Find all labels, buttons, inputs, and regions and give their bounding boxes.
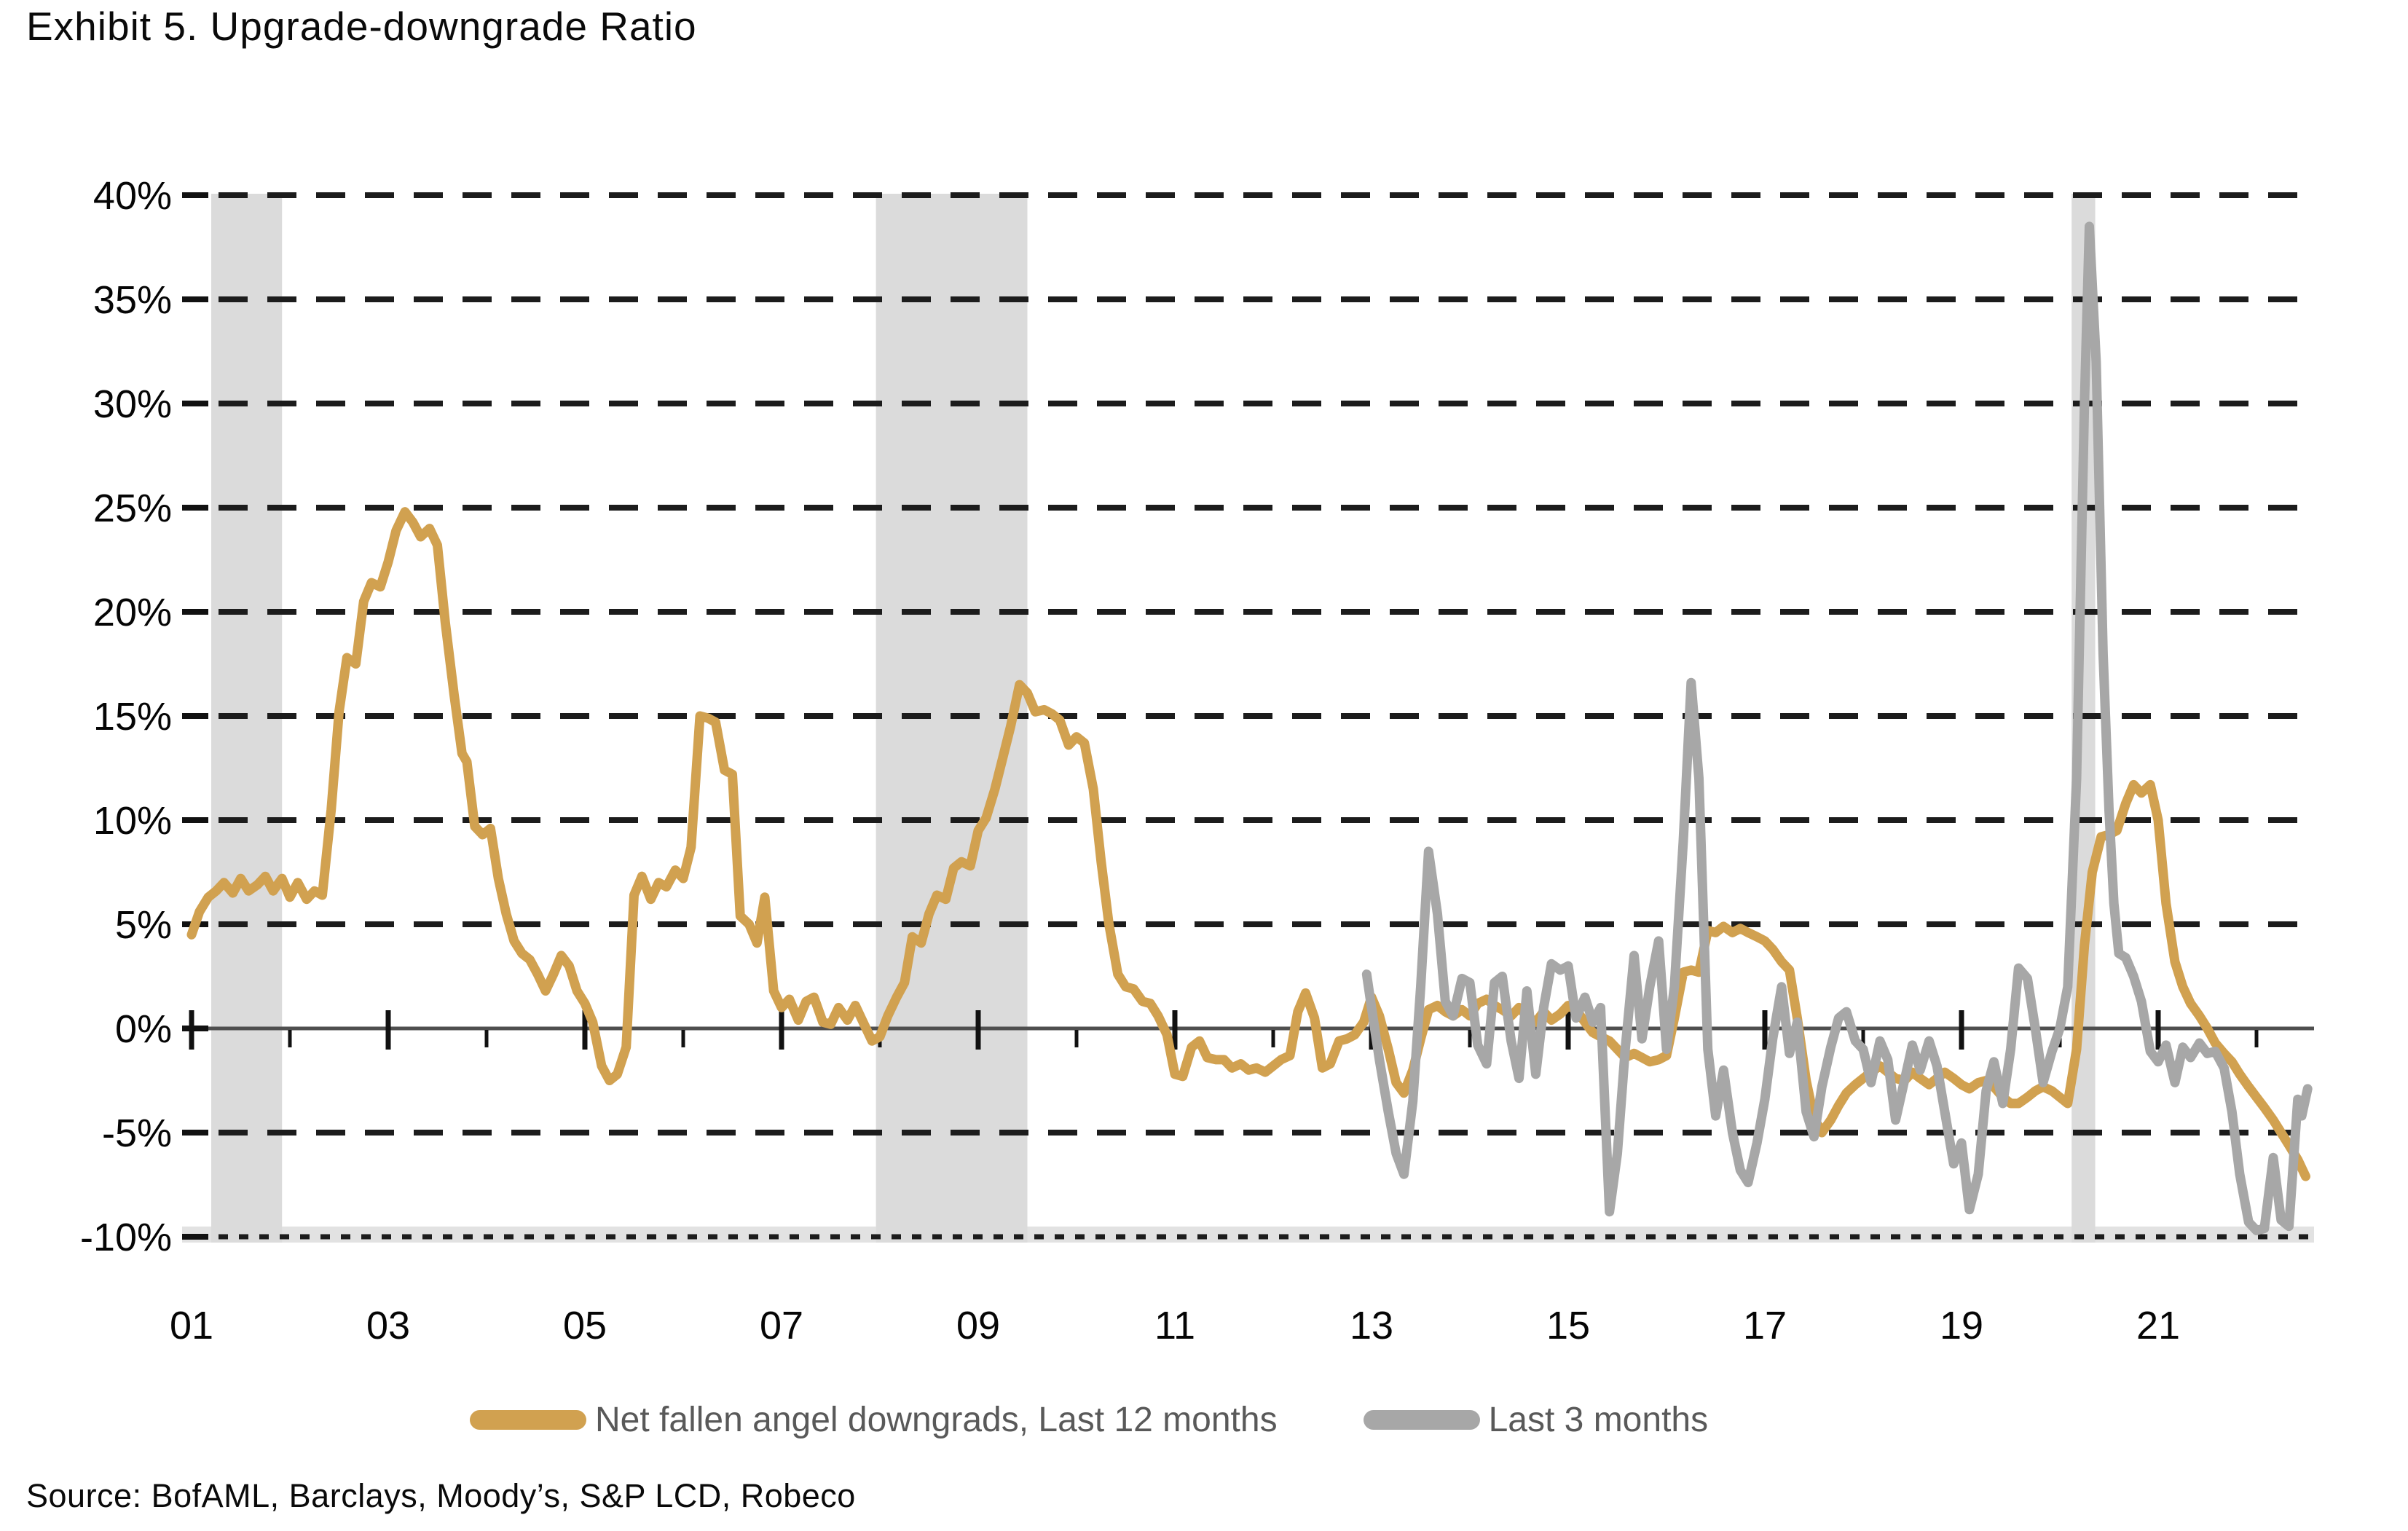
legend-swatch-gold [470, 1410, 586, 1430]
x-axis-label: 13 [1350, 1304, 1393, 1347]
x-axis-label: 19 [1940, 1304, 1983, 1347]
series-line-last-12-months [186, 507, 2310, 1181]
x-axis-label: 15 [1546, 1304, 1590, 1347]
y-axis-label: -10% [80, 1216, 172, 1259]
chart-title: Exhibit 5. Upgrade-downgrade Ratio [26, 4, 697, 49]
x-axis-label: 05 [563, 1304, 607, 1347]
legend: Net fallen angel downgrads, Last 12 mont… [470, 1400, 1708, 1440]
source-note: Source: BofAML, Barclays, Moody’s, S&P L… [26, 1477, 856, 1514]
y-axis-label: 5% [115, 903, 172, 947]
y-axis-label: -5% [102, 1111, 172, 1155]
legend-swatch-gray [1363, 1410, 1480, 1430]
x-axis-label: 03 [366, 1304, 410, 1347]
x-axis-label: 01 [170, 1304, 213, 1347]
legend-item-last-12-months: Net fallen angel downgrads, Last 12 mont… [470, 1400, 1278, 1440]
x-axis-label: 17 [1743, 1304, 1787, 1347]
x-axis-label: 21 [2136, 1304, 2180, 1347]
legend-item-last-3-months: Last 3 months [1363, 1400, 1709, 1440]
x-axis-label: 11 [1154, 1304, 1195, 1347]
x-axis-label: 09 [956, 1304, 1000, 1347]
y-axis-label: 35% [93, 278, 172, 322]
y-axis-label: 40% [93, 174, 172, 218]
y-axis-label: 10% [93, 799, 172, 843]
y-axis-label: 20% [93, 591, 172, 634]
y-axis-label: 0% [115, 1007, 172, 1051]
legend-label-last-3-months: Last 3 months [1488, 1401, 1709, 1439]
series-line-last-3-months [1361, 221, 2313, 1235]
y-axis-label: 30% [93, 382, 172, 426]
legend-label-last-12-months: Net fallen angel downgrads, Last 12 mont… [595, 1401, 1278, 1439]
y-axis-label: 25% [93, 487, 172, 530]
y-axis-label: 15% [93, 695, 172, 739]
x-axis-label: 07 [760, 1304, 803, 1347]
